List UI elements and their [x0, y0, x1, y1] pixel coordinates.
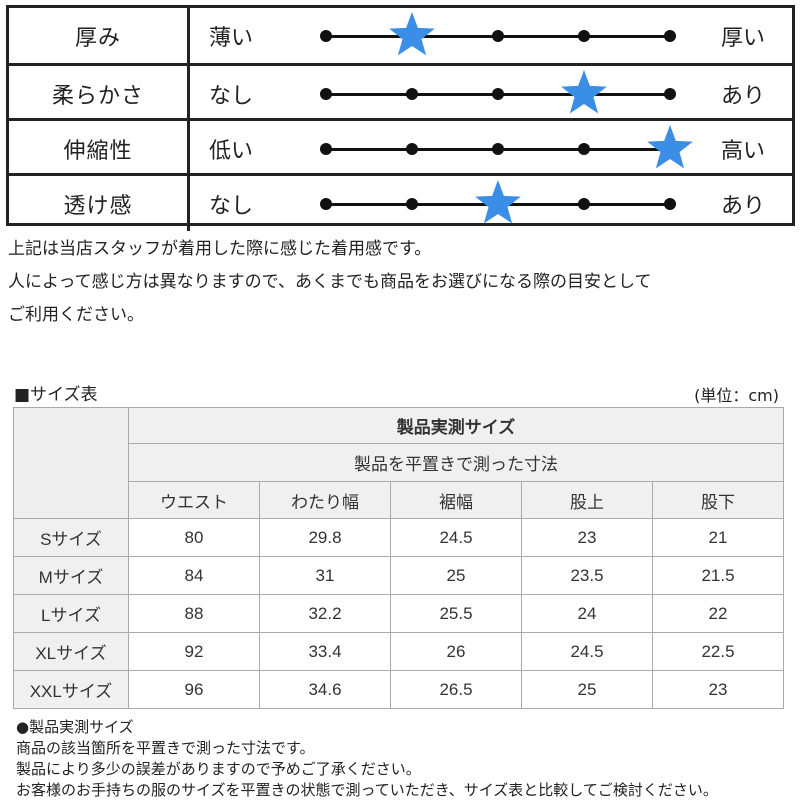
table-cell: 80	[128, 518, 260, 557]
footnote-line: お客様のお手持ちの服のサイズを平置きの状態で測っていただき、サイズ表と比較してご…	[16, 781, 718, 799]
table-row: XXLサイズ 96 34.6 26.5 25 23	[13, 670, 784, 709]
star-icon	[647, 124, 693, 168]
feel-low-label: 薄い	[209, 25, 254, 51]
feel-scale	[309, 66, 676, 121]
column-header: 股上	[521, 481, 653, 519]
row-header: XXLサイズ	[13, 670, 129, 709]
header-main: 製品実測サイズ	[128, 407, 784, 444]
table-cell: 22	[652, 594, 784, 633]
corner-cell	[13, 407, 129, 519]
feel-high-label: 高い	[721, 138, 766, 164]
footnote-line: 製品により多少の誤差がありますので予めご了承ください。	[16, 760, 421, 778]
feel-low-label: 低い	[209, 138, 254, 164]
row-header: XLサイズ	[13, 632, 129, 671]
table-cell: 23	[652, 670, 784, 709]
feel-high-label: 厚い	[721, 25, 766, 51]
table-cell: 23.5	[521, 556, 653, 595]
scale-dot	[664, 197, 676, 210]
column-header: わたり幅	[259, 481, 391, 519]
header-sub: 製品を平置きで測った寸法	[128, 443, 784, 482]
footnote-heading: ●製品実測サイズ	[16, 718, 134, 736]
scale-dot	[578, 142, 590, 155]
table-cell: 25	[390, 556, 522, 595]
table-row: Mサイズ 84 31 25 23.5 21.5	[13, 556, 784, 595]
row-header: Lサイズ	[13, 594, 129, 633]
size-table-unit: (単位：cm)	[694, 386, 779, 405]
table-cell: 25	[521, 670, 653, 709]
table-cell: 31	[259, 556, 391, 595]
feel-scale	[309, 8, 676, 63]
table-cell: 23	[521, 518, 653, 557]
table-cell: 26.5	[390, 670, 522, 709]
table-cell: 24	[521, 594, 653, 633]
table-cell: 34.6	[259, 670, 391, 709]
feel-low-label: なし	[209, 83, 254, 109]
feel-table: 厚み 薄い 厚い 柔らかさ なし あり 伸縮性 低い 高い 透け感 なし あり	[6, 5, 795, 231]
table-cell: 33.4	[259, 632, 391, 671]
feel-label: 厚み	[9, 8, 190, 63]
scale-dot	[406, 142, 418, 155]
scale-dot	[578, 29, 590, 42]
feel-scale	[309, 121, 693, 176]
row-header: Mサイズ	[13, 556, 129, 595]
table-cell: 29.8	[259, 518, 391, 557]
star-icon	[389, 11, 435, 55]
row-header: Sサイズ	[13, 518, 129, 557]
scale-dot	[320, 29, 332, 42]
scale-dot	[320, 142, 332, 155]
note-line: 上記は当店スタッフが着用した際に感じた着用感です。	[8, 239, 432, 259]
scale-dot	[492, 29, 504, 42]
scale-dot	[664, 87, 676, 100]
scale-dot	[406, 197, 418, 210]
feel-low-label: なし	[209, 193, 254, 219]
scale-dot	[492, 87, 504, 100]
feel-scale	[309, 176, 676, 231]
table-row: Sサイズ 80 29.8 24.5 23 21	[13, 518, 784, 557]
column-header: ウエスト	[128, 481, 260, 519]
table-cell: 96	[128, 670, 260, 709]
feel-row-thickness: 厚み 薄い 厚い	[9, 8, 792, 63]
table-cell: 24.5	[390, 518, 522, 557]
scale-dot	[320, 197, 332, 210]
scale-dot	[578, 197, 590, 210]
size-table-title: ■サイズ表	[14, 385, 98, 405]
table-row: Lサイズ 88 32.2 25.5 24 22	[13, 594, 784, 633]
table-cell: 26	[390, 632, 522, 671]
feel-row-stretch: 伸縮性 低い 高い	[9, 118, 792, 176]
feel-high-label: あり	[721, 193, 766, 219]
feel-label: 柔らかさ	[9, 66, 190, 121]
star-icon	[475, 179, 521, 223]
scale-dot	[492, 142, 504, 155]
column-header: 裾幅	[390, 481, 522, 519]
feel-row-softness: 柔らかさ なし あり	[9, 63, 792, 121]
footnote-line: 商品の該当箇所を平置きで測った寸法です。	[16, 739, 315, 757]
size-table: 製品実測サイズ 製品を平置きで測った寸法 ウエスト わたり幅 裾幅 股上 股下 …	[13, 407, 784, 709]
column-header: 股下	[652, 481, 784, 519]
note-line: ご利用ください。	[8, 305, 144, 325]
scale-dot	[664, 29, 676, 42]
scale-dot	[406, 87, 418, 100]
table-cell: 92	[128, 632, 260, 671]
table-cell: 21	[652, 518, 784, 557]
table-cell: 21.5	[652, 556, 784, 595]
table-cell: 88	[128, 594, 260, 633]
table-cell: 25.5	[390, 594, 522, 633]
star-icon	[561, 69, 607, 113]
note-line: 人によって感じ方は異なりますので、あくまでも商品をお選びになる際の目安として	[8, 272, 652, 292]
feel-row-sheerness: 透け感 なし あり	[9, 173, 792, 231]
scale-dot	[320, 87, 332, 100]
feel-label: 伸縮性	[9, 121, 190, 176]
table-cell: 22.5	[652, 632, 784, 671]
table-cell: 32.2	[259, 594, 391, 633]
table-cell: 84	[128, 556, 260, 595]
feel-high-label: あり	[721, 83, 766, 109]
table-cell: 24.5	[521, 632, 653, 671]
feel-label: 透け感	[9, 176, 190, 231]
table-row: XLサイズ 92 33.4 26 24.5 22.5	[13, 632, 784, 671]
